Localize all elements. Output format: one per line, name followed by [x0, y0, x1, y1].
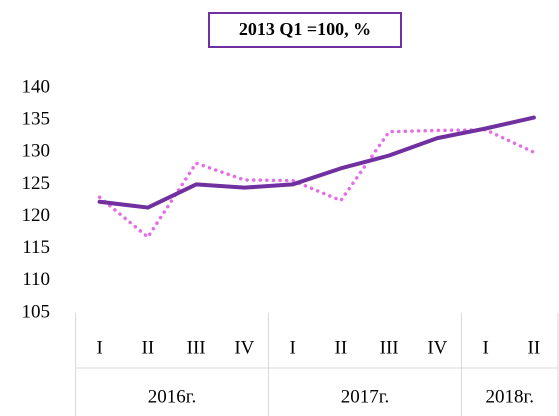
- y-tick-label: 120: [22, 205, 51, 226]
- x-tick-label: III: [187, 337, 206, 358]
- y-tick-label: 115: [22, 237, 50, 258]
- y-tick-label: 125: [22, 173, 51, 194]
- x-tick-label: I: [482, 337, 488, 358]
- line-series: [97, 115, 536, 210]
- x-tick-label: I: [289, 337, 295, 358]
- chart-title: 2013 Q1 =100, %: [239, 19, 371, 39]
- x-tick-label: II: [142, 337, 155, 358]
- x-tick-label: IV: [427, 337, 447, 358]
- title-box: [208, 12, 402, 48]
- y-tick-label: 130: [22, 141, 51, 162]
- y-tick-label: 135: [22, 109, 51, 130]
- y-tick-label: 140: [22, 76, 51, 97]
- x-tick-label: I: [96, 337, 102, 358]
- group-label: 2018г.: [486, 386, 534, 407]
- line-series: [97, 128, 536, 239]
- x-tick-label: III: [380, 337, 399, 358]
- group-label: 2016г.: [148, 386, 196, 407]
- y-tick-label: 105: [22, 301, 51, 322]
- group-label: 2017г.: [341, 386, 389, 407]
- x-tick-label: II: [335, 337, 348, 358]
- x-tick-label: IV: [234, 337, 254, 358]
- y-tick-label: 110: [22, 269, 50, 290]
- x-tick-label: II: [528, 337, 541, 358]
